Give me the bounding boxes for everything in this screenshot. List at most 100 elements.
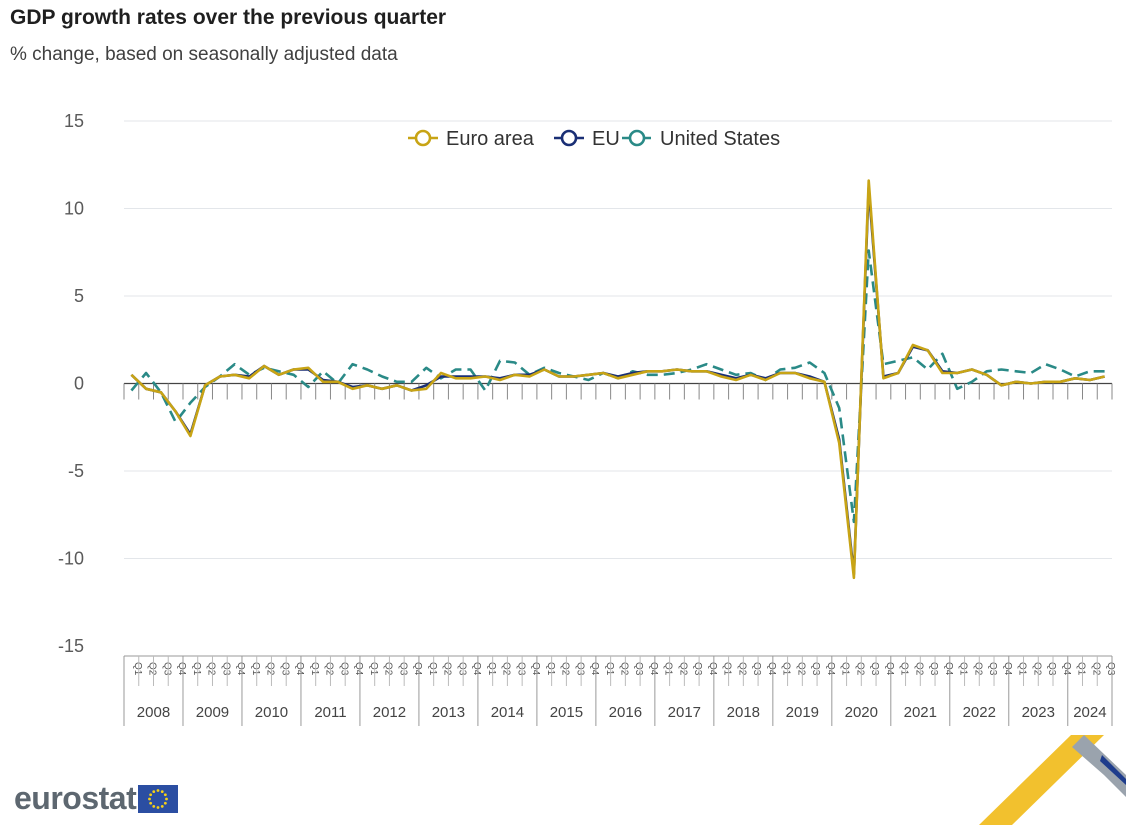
legend-item-euro-area[interactable]: Euro area: [408, 128, 535, 150]
flag-star: [164, 801, 168, 805]
flag-star: [164, 792, 168, 796]
quarter-tick-label: Q2: [854, 662, 865, 676]
quarter-tick-label: Q1: [1076, 662, 1087, 676]
quarter-tick-label: Q4: [530, 662, 541, 676]
quarter-tick-label: Q1: [722, 662, 733, 676]
series-line-euro-area: [130, 179, 1105, 580]
quarter-tick-label: Q2: [147, 662, 158, 676]
series-line-united-states: [130, 249, 1105, 524]
quarter-tick-label: Q4: [1002, 662, 1013, 676]
quarter-tick-label: Q4: [825, 662, 836, 676]
year-label: 2011: [314, 704, 346, 721]
quarter-tick-label: Q2: [795, 662, 806, 676]
quarter-tick-label: Q3: [869, 662, 880, 676]
decorative-corner-graphic: [979, 735, 1126, 825]
year-label: 2018: [727, 704, 760, 721]
logo-text: eurostat: [14, 780, 137, 816]
quarter-tick-label: Q2: [383, 662, 394, 676]
y-tick-label: -10: [58, 549, 84, 569]
quarter-tick-label: Q1: [781, 662, 792, 676]
year-label: 2010: [255, 704, 288, 721]
year-label: 2024: [1073, 704, 1106, 721]
y-tick-label: 5: [74, 286, 84, 306]
year-label: 2012: [373, 704, 406, 721]
quarter-tick-label: Q4: [884, 662, 895, 676]
quarter-tick-label: Q2: [442, 662, 453, 676]
quarter-tick-label: Q1: [899, 662, 910, 676]
quarter-tick-label: Q4: [648, 662, 659, 676]
legend-label: Euro area: [446, 128, 535, 150]
legend-item-eu[interactable]: EU: [554, 128, 620, 150]
quarter-tick-label: Q2: [265, 662, 276, 676]
series-group: [130, 179, 1105, 580]
year-label: 2019: [786, 704, 819, 721]
flag-star: [152, 789, 156, 793]
quarter-tick-label: Q1: [545, 662, 556, 676]
quarter-tick-label: Q1: [427, 662, 438, 676]
quarter-tick-label: Q2: [501, 662, 512, 676]
legend-marker-icon: [414, 129, 432, 147]
quarter-tick-label: Q1: [368, 662, 379, 676]
quarter-tick-label: Q4: [294, 662, 305, 676]
quarter-tick-label: Q1: [309, 662, 320, 676]
quarter-tick-label: Q3: [161, 662, 172, 676]
flag-star: [149, 801, 153, 805]
quarter-tick-label: Q4: [353, 662, 364, 676]
year-label: 2017: [668, 704, 701, 721]
quarter-tick-label: Q1: [604, 662, 615, 676]
legend[interactable]: Euro area EU United States: [408, 128, 780, 150]
year-label: 2014: [491, 704, 524, 721]
y-axis: 15 10 5 0 -5 -10 -15: [58, 111, 84, 656]
quarter-tick-label: Q3: [338, 662, 349, 676]
chart-subtitle: % change, based on seasonally adjusted d…: [10, 44, 398, 65]
year-label: 2015: [550, 704, 583, 721]
year-label: 2020: [845, 704, 878, 721]
legend-label: EU: [592, 128, 620, 150]
quarter-tick-label: Q2: [1031, 662, 1042, 676]
flag-star: [165, 797, 169, 800]
quarter-tick-label: Q2: [560, 662, 571, 676]
quarter-tick-label: Q3: [574, 662, 585, 676]
quarter-tick-label: Q1: [132, 662, 143, 676]
quarter-tick-label: Q1: [663, 662, 674, 676]
quarter-tick-label: Q3: [397, 662, 408, 676]
quarter-tick-label: Q3: [810, 662, 821, 676]
chart-title: GDP growth rates over the previous quart…: [10, 6, 447, 29]
quarter-tick-label: Q4: [1061, 662, 1072, 676]
year-label: 2009: [196, 704, 229, 721]
flag-star: [156, 805, 160, 809]
quarter-tick-label: Q3: [987, 662, 998, 676]
year-label: 2008: [137, 704, 170, 721]
legend-marker-icon: [628, 129, 646, 147]
quarter-tick-label: Q4: [412, 662, 423, 676]
flag-star: [161, 789, 164, 793]
y-tick-label: 15: [64, 111, 84, 131]
legend-item-united-states[interactable]: United States: [622, 128, 780, 150]
year-label: 2022: [963, 704, 996, 721]
quarter-tick-label: Q4: [235, 662, 246, 676]
year-label: 2013: [432, 704, 465, 721]
quarter-tick-label: Q1: [191, 662, 202, 676]
quarter-tick-label: Q3: [456, 662, 467, 676]
quarter-tick-label: Q3: [515, 662, 526, 676]
quarter-tick-label: Q1: [958, 662, 969, 676]
year-label: 2016: [609, 704, 642, 721]
quarter-tick-label: Q3: [751, 662, 762, 676]
flag-star: [148, 797, 152, 800]
flag-star: [152, 804, 156, 808]
quarter-tick-label: Q1: [250, 662, 261, 676]
quarter-tick-label: Q1: [486, 662, 497, 676]
quarter-tick-label: Q4: [589, 662, 600, 676]
quarter-tick-label: Q3: [220, 662, 231, 676]
quarter-tick-label: Q4: [176, 662, 187, 676]
y-tick-label: 10: [64, 199, 84, 219]
quarter-tick-label: Q3: [279, 662, 290, 676]
eu-flag-icon: [138, 784, 179, 813]
y-tick-label: 0: [74, 374, 84, 394]
quarter-tick-label: Q3: [1105, 662, 1116, 676]
quarter-tick-label: Q2: [1090, 662, 1101, 676]
quarter-tick-label: Q1: [1017, 662, 1028, 676]
quarter-tick-label: Q2: [913, 662, 924, 676]
quarter-tick-label: Q4: [766, 662, 777, 676]
